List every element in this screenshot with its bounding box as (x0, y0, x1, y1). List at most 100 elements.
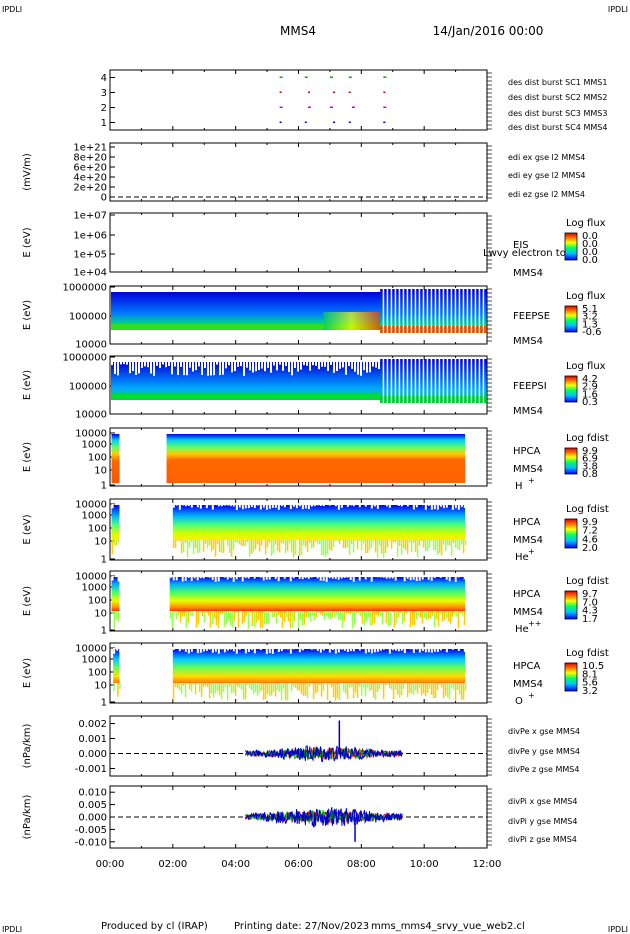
hpca_o-speckle (400, 683, 403, 696)
hpca_o-speckle (192, 683, 195, 685)
hpca_he-upper-gap (241, 504, 244, 510)
hpca_o-speckle (292, 683, 295, 687)
feepsi-noise-gap (114, 360, 116, 375)
hpca_he-speckle (428, 540, 431, 548)
eis-colorbar (564, 232, 578, 261)
feepsi-noise-gap (303, 360, 305, 366)
divpe-ytick-label: -0.001 (75, 764, 107, 775)
hpca_he2-upper-gap (454, 576, 457, 582)
hpca_he-speckle (212, 540, 215, 550)
feepsi-cbar-tick: 1.6 (582, 389, 598, 400)
feepsi-noise-gap (231, 360, 233, 373)
hpca_he-speckle (414, 540, 417, 553)
feepse-burst-stripe-low (472, 326, 475, 333)
hpca_o-instrument: HPCA (513, 661, 541, 672)
hpca_he2-speckle (431, 611, 434, 616)
hpca_o-speckle (282, 683, 285, 689)
burst-interval-mark (348, 121, 351, 123)
hpca_he2-speckle (347, 611, 350, 614)
feepsi-burst-stripe (484, 359, 487, 403)
feepsi-burst-stripe (380, 359, 383, 403)
hpca_he2-upper-gap (427, 576, 430, 580)
hpca_he2-speckle (353, 611, 356, 625)
hpca_he2-speckle (327, 611, 330, 619)
hpca_he-speckle (312, 540, 315, 548)
feepsi-noise-gap (159, 360, 161, 369)
hpca_he2-upper-gap (286, 576, 289, 577)
hpca_o-upper-gap (181, 648, 184, 650)
hpca_he-speckle (456, 540, 459, 550)
feepsi-ytick-label: 100000 (69, 382, 107, 393)
hpca_he-speckle (113, 540, 116, 546)
hpca_he-upper-gap (346, 504, 349, 507)
hpca_he2-speckle (319, 611, 322, 615)
hpca_he-upper-gap (250, 504, 253, 507)
edi-ytick-label: 8e+20 (73, 153, 107, 164)
hpca_he-speckle (284, 540, 287, 554)
hpca_he2-speckle (307, 611, 310, 618)
feepsi-burst-stripe (476, 359, 479, 403)
hpca_he-speckle (292, 540, 295, 558)
divpi-ytick-label: 0.000 (78, 813, 107, 824)
hpca_o-upper-gap (232, 648, 235, 652)
hpca_he2-upper-gap (424, 576, 427, 578)
feepse-enhanced-flux (323, 312, 381, 330)
hpca_he2-speckle (217, 611, 220, 629)
hpca_o-upper-gap (184, 648, 187, 652)
eis-panel: 1e+07 1e+06 1e+05 1e+04 E (eV) EIS MMS4 Lwvy el… (22, 211, 606, 280)
hpca_o-spacecraft: MMS4 (513, 679, 543, 690)
burst-panel: 4 3 2 1 des dist burst SC1 MMS1 des dist burs… (101, 69, 607, 132)
hpca_o-upper-gap (442, 648, 445, 649)
hpca_he-speckle (348, 540, 351, 555)
hpca_o-speckle (362, 683, 365, 687)
hpca_he-upper-gap (232, 504, 235, 507)
hpca_he-speckle (410, 540, 413, 553)
hpca_he2-upper-gap (352, 576, 355, 582)
footer-produced: Produced by cl (IRAP) (101, 921, 208, 932)
hpca_he-upper-gap (445, 504, 448, 508)
hpca_he-upper-gap (226, 504, 229, 506)
hpca_he2-upper-gap (313, 576, 316, 577)
hpca_he2-upper-gap (331, 576, 334, 579)
hpca_he2-upper-gap (406, 576, 409, 579)
hpca_o-speckle (194, 683, 197, 695)
hpca_o-upper-gap (244, 648, 247, 654)
hpca_o-speckle (316, 683, 319, 693)
burst-interval-mark (279, 91, 282, 93)
feepse-burst-stripe-low (432, 326, 435, 333)
hpca_he-upper-gap (415, 504, 418, 508)
hpca_o-cbar-tick: 5.6 (582, 678, 598, 689)
feepse-burst-stripe (468, 289, 471, 333)
hpca_he2-upper-gap (259, 576, 262, 578)
hpca_o-upper-gap (259, 648, 262, 651)
hpca_he-ytick-label: 10 (94, 537, 107, 548)
hpca_h-instrument: HPCA (513, 446, 541, 457)
hpca_he-speckle (396, 540, 399, 557)
hpca_o-upper-gap (298, 648, 301, 653)
divpe-ytick-label: 0.002 (78, 719, 107, 730)
hpca_o-speckle (420, 683, 423, 696)
hpca_o-speckle (218, 683, 221, 696)
hpca_he-upper-gap (412, 504, 415, 510)
hpca_he-upper-gap (196, 504, 199, 508)
hpca_o-speckle (372, 683, 375, 698)
hpca_he2-speckle (463, 611, 466, 626)
feepsi-noise-gap (252, 360, 254, 373)
hpca_he2-speckle (459, 611, 462, 614)
hpca_he2-speckle (399, 611, 402, 613)
feepse-burst-stripe (428, 289, 431, 333)
hpca_he2-upper-gap (373, 576, 376, 578)
hpca_o-speckle (342, 683, 345, 692)
hpca_he2-upper-gap (214, 576, 217, 582)
hpca_he2-upper-gap (208, 576, 211, 578)
hpca_he-speckle (180, 540, 183, 554)
feepsi-noise-gap (318, 360, 320, 370)
hpca_o-speckle (300, 683, 303, 695)
hpca_he-upper-gap (262, 504, 265, 508)
hpca_he2-speckle (187, 611, 190, 623)
feepsi-noise-gap (138, 360, 140, 374)
feepsi-burst-stripe-low (392, 396, 395, 403)
hpca_o-speckle (352, 683, 355, 699)
feepsi-ytick-label: 10000 (75, 410, 107, 421)
feepsi-burst-stripe (436, 359, 439, 403)
